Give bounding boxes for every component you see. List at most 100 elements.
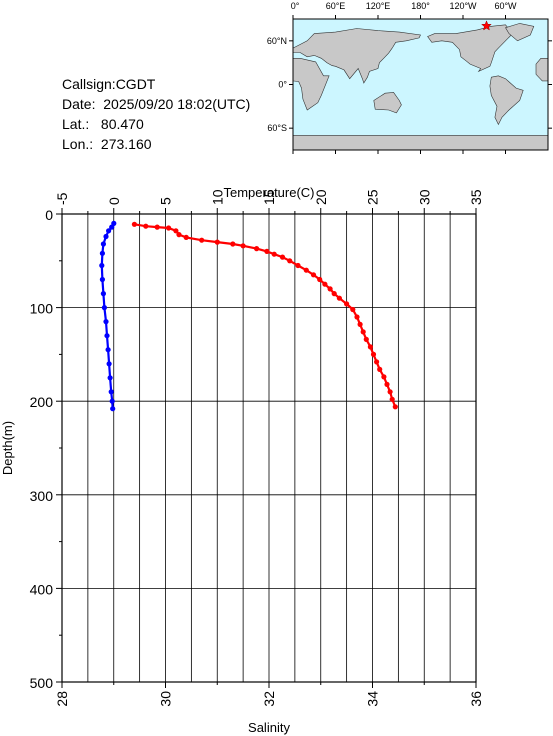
map-lat-label: 0°: [278, 80, 287, 90]
salinity-point: [103, 233, 109, 240]
bottom-tick-label: 36: [468, 691, 484, 707]
temperature-point: [303, 267, 309, 273]
temperature-point: [214, 239, 220, 245]
top-tick-label: 25: [365, 189, 381, 205]
left-tick-label: 100: [30, 301, 54, 317]
salinity-point: [106, 361, 112, 367]
map-lat-label: 60°N: [267, 36, 287, 46]
temperature-point: [354, 314, 360, 320]
map-lon-label: 120°E: [366, 1, 391, 11]
longitude-text: Lon.: 273.160: [62, 136, 152, 152]
temperature-point: [264, 248, 270, 254]
temperature-point: [143, 223, 149, 229]
greenland-land: [505, 23, 535, 42]
salinity-point: [107, 375, 113, 381]
salinity-point: [99, 250, 105, 256]
salinity-point: [101, 305, 107, 311]
map-lat-label: 60°S: [267, 123, 287, 133]
south-america-land: [489, 75, 524, 126]
salinity-point: [110, 406, 116, 412]
top-axis-label: Temperature(C): [223, 185, 314, 200]
temperature-point: [317, 276, 323, 283]
temperature-point: [166, 225, 172, 231]
bottom-tick-label: 30: [158, 691, 174, 707]
bottom-axis-label: Salinity: [248, 720, 290, 735]
top-tick-label: 20: [313, 189, 329, 205]
map-lon-label: 60°W: [494, 1, 517, 11]
temperature-point: [381, 374, 387, 380]
temperature-point: [327, 286, 333, 292]
left-axis-label: Depth(m): [0, 421, 15, 475]
top-tick-label: 10: [209, 189, 225, 205]
date-text: Date: 2025/09/20 18:02(UTC): [62, 96, 251, 112]
latitude-text: Lat.: 80.470: [62, 116, 144, 132]
salinity-point: [108, 389, 114, 395]
salinity-point: [103, 319, 109, 325]
temperature-point: [279, 254, 286, 260]
top-tick-label: -5: [54, 192, 70, 205]
temperature-point: [183, 234, 189, 240]
temperature-point: [331, 291, 337, 297]
temperature-point: [154, 224, 160, 230]
bottom-tick-label: 28: [54, 691, 70, 707]
temperature-point: [230, 241, 236, 247]
station-info: Callsign:CGDT Date: 2025/09/20 18:02(UTC…: [62, 74, 250, 154]
salinity-point: [106, 228, 112, 234]
temperature-point: [374, 359, 380, 365]
salinity-point: [99, 276, 105, 283]
bottom-tick-label: 34: [365, 691, 381, 707]
station-marker-star: [481, 20, 492, 31]
temperature-point: [363, 336, 369, 342]
temperature-point: [310, 272, 317, 278]
map-lon-label: 180°: [411, 1, 430, 11]
temperature-point: [176, 232, 182, 238]
top-tick-label: 35: [468, 189, 484, 205]
left-tick-label: 200: [30, 394, 54, 410]
temperature-point: [370, 351, 377, 357]
top-tick-label: 5: [158, 197, 174, 205]
temperature-point: [271, 251, 277, 257]
temperature-point: [173, 228, 179, 234]
top-tick-label: 15: [261, 189, 277, 205]
temperature-point: [254, 246, 260, 252]
map-lon-label: 0°: [291, 1, 300, 11]
temperature-point: [131, 221, 137, 227]
temperature-point: [357, 321, 363, 327]
left-tick-label: 300: [30, 488, 54, 504]
temperature-point: [360, 329, 366, 335]
top-tick-label: 30: [416, 189, 432, 205]
temperature-point: [240, 243, 246, 249]
salinity-point: [109, 398, 115, 404]
top-tick-label: 0: [106, 197, 122, 205]
temperature-point: [377, 366, 383, 372]
salinity-point: [109, 224, 115, 230]
salinity-point: [100, 241, 106, 247]
temperature-point: [344, 301, 350, 307]
temperature-point: [350, 306, 356, 313]
eurasia-land: [292, 28, 421, 84]
map-lon-label: 60°E: [326, 1, 346, 11]
temperature-point: [295, 262, 301, 269]
temperature-point: [322, 281, 328, 287]
temperature-point: [336, 295, 342, 301]
salinity-point: [104, 333, 110, 339]
salinity-point: [105, 347, 111, 353]
temperature-point: [367, 344, 373, 350]
callsign-text: Callsign:CGDT: [62, 76, 156, 92]
temperature-point: [199, 237, 205, 243]
temperature-point: [384, 381, 390, 387]
temperature-point: [387, 389, 393, 395]
left-tick-label: 0: [45, 207, 53, 223]
bottom-tick-label: 32: [261, 691, 277, 707]
map-lon-label: 120°W: [449, 1, 477, 11]
salinity-point: [99, 262, 105, 269]
australia-land: [373, 92, 402, 114]
temperature-point: [392, 404, 398, 410]
left-tick-label: 400: [30, 581, 54, 597]
temperature-point: [287, 258, 293, 264]
temperature-point: [389, 396, 395, 402]
left-tick-label: 500: [30, 675, 54, 691]
africa-land: [292, 57, 330, 111]
